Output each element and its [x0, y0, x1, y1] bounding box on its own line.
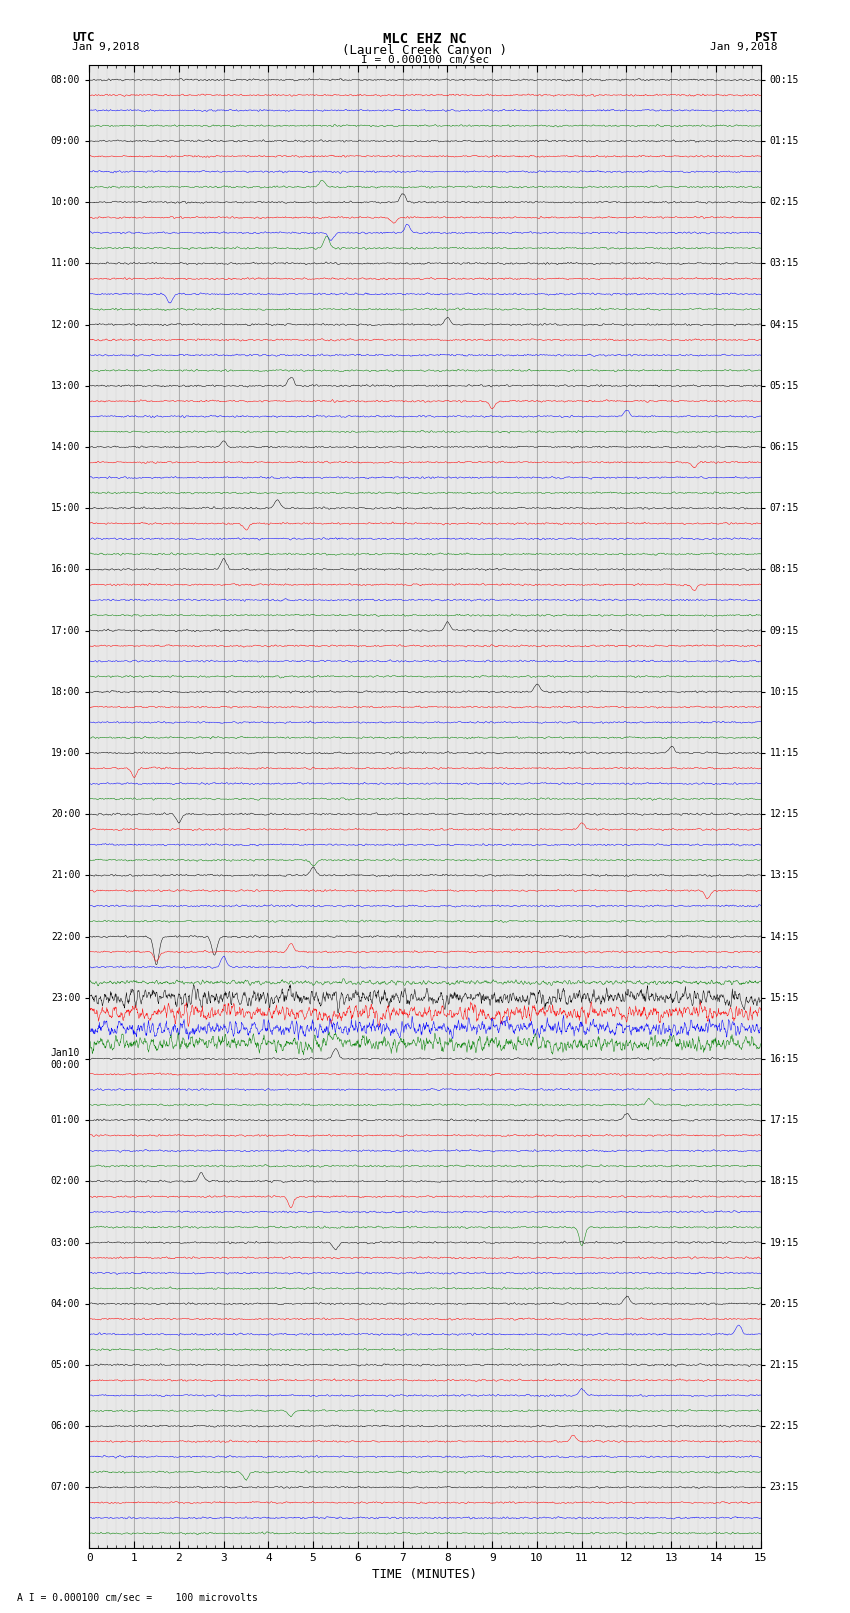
X-axis label: TIME (MINUTES): TIME (MINUTES) [372, 1568, 478, 1581]
Text: MLC EHZ NC: MLC EHZ NC [383, 32, 467, 47]
Text: (Laurel Creek Canyon ): (Laurel Creek Canyon ) [343, 44, 507, 56]
Text: I = 0.000100 cm/sec: I = 0.000100 cm/sec [361, 55, 489, 65]
Text: A I = 0.000100 cm/sec =    100 microvolts: A I = 0.000100 cm/sec = 100 microvolts [17, 1594, 258, 1603]
Text: Jan 9,2018: Jan 9,2018 [72, 42, 139, 52]
Text: PST: PST [756, 31, 778, 44]
Text: Jan 9,2018: Jan 9,2018 [711, 42, 778, 52]
Text: UTC: UTC [72, 31, 94, 44]
